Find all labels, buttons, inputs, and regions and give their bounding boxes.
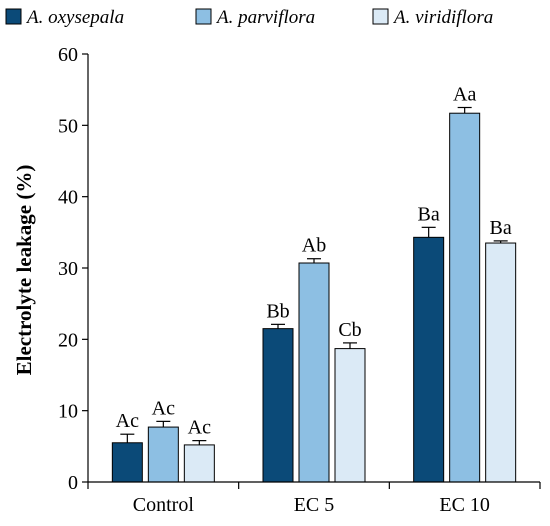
y-axis-title: Electrolyte leakage (%): [12, 165, 36, 376]
significance-label: Cb: [338, 319, 361, 341]
x-tick-label: EC 5: [294, 494, 335, 516]
y-tick-label: 10: [58, 401, 78, 423]
significance-label: Ab: [302, 235, 326, 257]
significance-label: Bb: [266, 300, 289, 322]
legend-label: A. parviflora: [215, 7, 315, 28]
bar: [111, 442, 143, 483]
legend-swatch: [195, 8, 212, 25]
x-tick-label: Control: [133, 494, 195, 516]
x-tick-label: EC 10: [439, 494, 490, 516]
legend-swatch: [5, 8, 22, 25]
significance-label: Ac: [116, 410, 139, 432]
legend-label: A. oxysepala: [25, 7, 124, 28]
y-tick-label: 0: [68, 472, 78, 494]
significance-label: Ac: [188, 417, 211, 439]
bar: [413, 236, 445, 483]
bar: [449, 112, 481, 483]
bar: [262, 328, 294, 483]
y-axis: 0 10 20 30 40 50 60: [58, 44, 89, 494]
legend-label: A. viridiflora: [392, 7, 493, 28]
y-tick-label: 60: [58, 44, 78, 66]
significance-label: Ba: [490, 217, 512, 239]
y-tick-label: 50: [58, 115, 78, 137]
significance-label: Ac: [152, 397, 175, 419]
legend-swatch: [372, 8, 389, 25]
x-axis: Control EC 5 EC 10: [87, 481, 541, 516]
y-tick-label: 40: [58, 187, 78, 209]
bar: [147, 426, 179, 483]
legend: A. oxysepala A. parviflora A. viridiflora: [5, 7, 493, 28]
y-tick-label: 20: [58, 329, 78, 351]
significance-label: Aa: [453, 84, 476, 106]
significance-label: Ba: [418, 203, 440, 225]
bars: Ac Bb Ba Ac Ab Aa Ac Cb Ba: [111, 84, 517, 483]
y-tick-label: 30: [58, 258, 78, 280]
bar: [334, 348, 366, 483]
bar: [485, 242, 517, 483]
bar: [183, 444, 215, 483]
bar: [298, 262, 330, 483]
